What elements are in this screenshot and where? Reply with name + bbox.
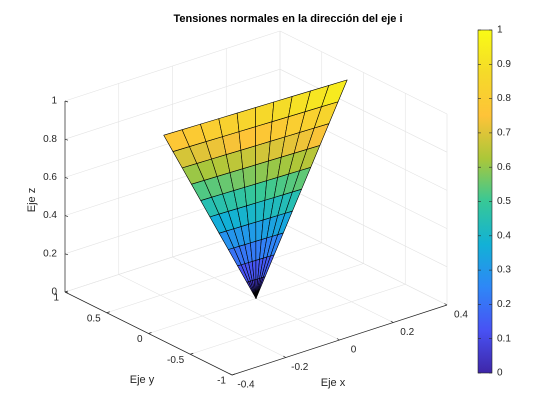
grid-line [279, 221, 448, 306]
colorbar-tick-label: 0.2 [497, 299, 511, 310]
x-tick-label: 0.4 [454, 310, 468, 321]
y-tick-label: -1 [217, 376, 226, 387]
z-tick-label: 0.2 [43, 248, 57, 259]
colorbar-tick-label: 0.1 [497, 333, 511, 344]
y-tick [106, 311, 110, 314]
y-tick-label: -0.5 [167, 355, 185, 366]
y-tick-label: 0 [137, 334, 143, 345]
y-tick-label: 1 [53, 293, 59, 304]
z-tick-label: 0.6 [43, 172, 57, 183]
grid-line [106, 242, 322, 314]
x-tick-label: 0 [351, 345, 357, 356]
x-tick [283, 355, 286, 358]
x-tick [390, 320, 394, 323]
grid-line [190, 283, 406, 355]
x-axis-label: Eje x [321, 377, 346, 389]
z-tick-label: 0.4 [43, 210, 57, 221]
z-tick [64, 177, 69, 179]
colorbar-tick-label: 0.5 [497, 196, 511, 207]
x-tick [336, 338, 340, 341]
colorbar-tick-label: 0 [497, 368, 503, 379]
colorbar-tick-label: 1 [497, 25, 503, 36]
grid-line [64, 68, 281, 140]
z-axis-label: Eje z [26, 188, 38, 212]
colorbar-tick-label: 0.3 [497, 265, 511, 276]
y-tick [190, 352, 194, 355]
surface-patch [246, 202, 257, 225]
grid-line [279, 68, 448, 153]
colorbar-tick-label: 0.4 [497, 230, 511, 241]
z-tick [64, 215, 69, 217]
y-tick-label: 0.5 [87, 313, 101, 324]
grid-line [279, 183, 448, 268]
z-tick [64, 100, 69, 103]
x-tick [229, 373, 233, 376]
z-tick-label: 1 [51, 96, 57, 107]
colorbar-tick-label: 0.8 [497, 93, 511, 104]
y-tick [231, 373, 236, 376]
y-axis-label: Eje y [130, 374, 155, 386]
x-tick [444, 303, 448, 306]
y-tick [148, 332, 152, 334]
grid-line [64, 30, 281, 102]
z-tick-label: 0.8 [43, 134, 57, 145]
z-tick [64, 138, 69, 141]
z-tick [64, 253, 69, 256]
z-tick-label: 0 [51, 287, 57, 298]
colorbar-tick-label: 0.6 [497, 162, 511, 173]
grid-line [279, 30, 448, 115]
colorbar-tick-label: 0.7 [497, 128, 511, 139]
colorbar-tick-label: 0.9 [497, 59, 511, 70]
chart-title: Tensiones normales en la dirección del e… [173, 13, 402, 25]
surface-patch [321, 79, 348, 108]
x-tick-label: 0.2 [400, 327, 414, 338]
surface-patch [244, 183, 257, 207]
x-tick-label: -0.4 [237, 380, 255, 391]
x-tick-label: -0.2 [291, 362, 309, 373]
z-tick [64, 291, 69, 294]
